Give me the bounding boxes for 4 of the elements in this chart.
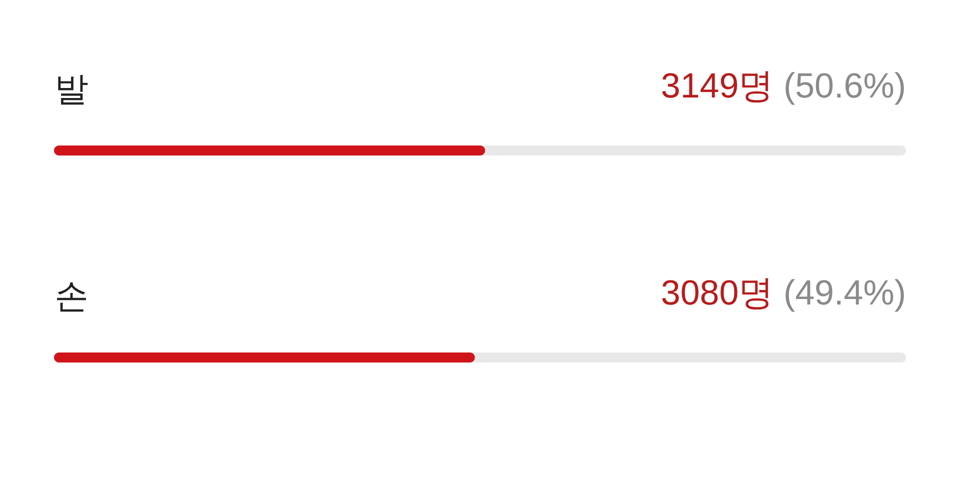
- y-tick-label: 손: [54, 278, 88, 316]
- data-label: 3149명 (50.6%): [660, 66, 906, 106]
- y-tick-label: 발: [54, 70, 88, 108]
- data-label: 3080명 (49.4%): [660, 274, 906, 312]
